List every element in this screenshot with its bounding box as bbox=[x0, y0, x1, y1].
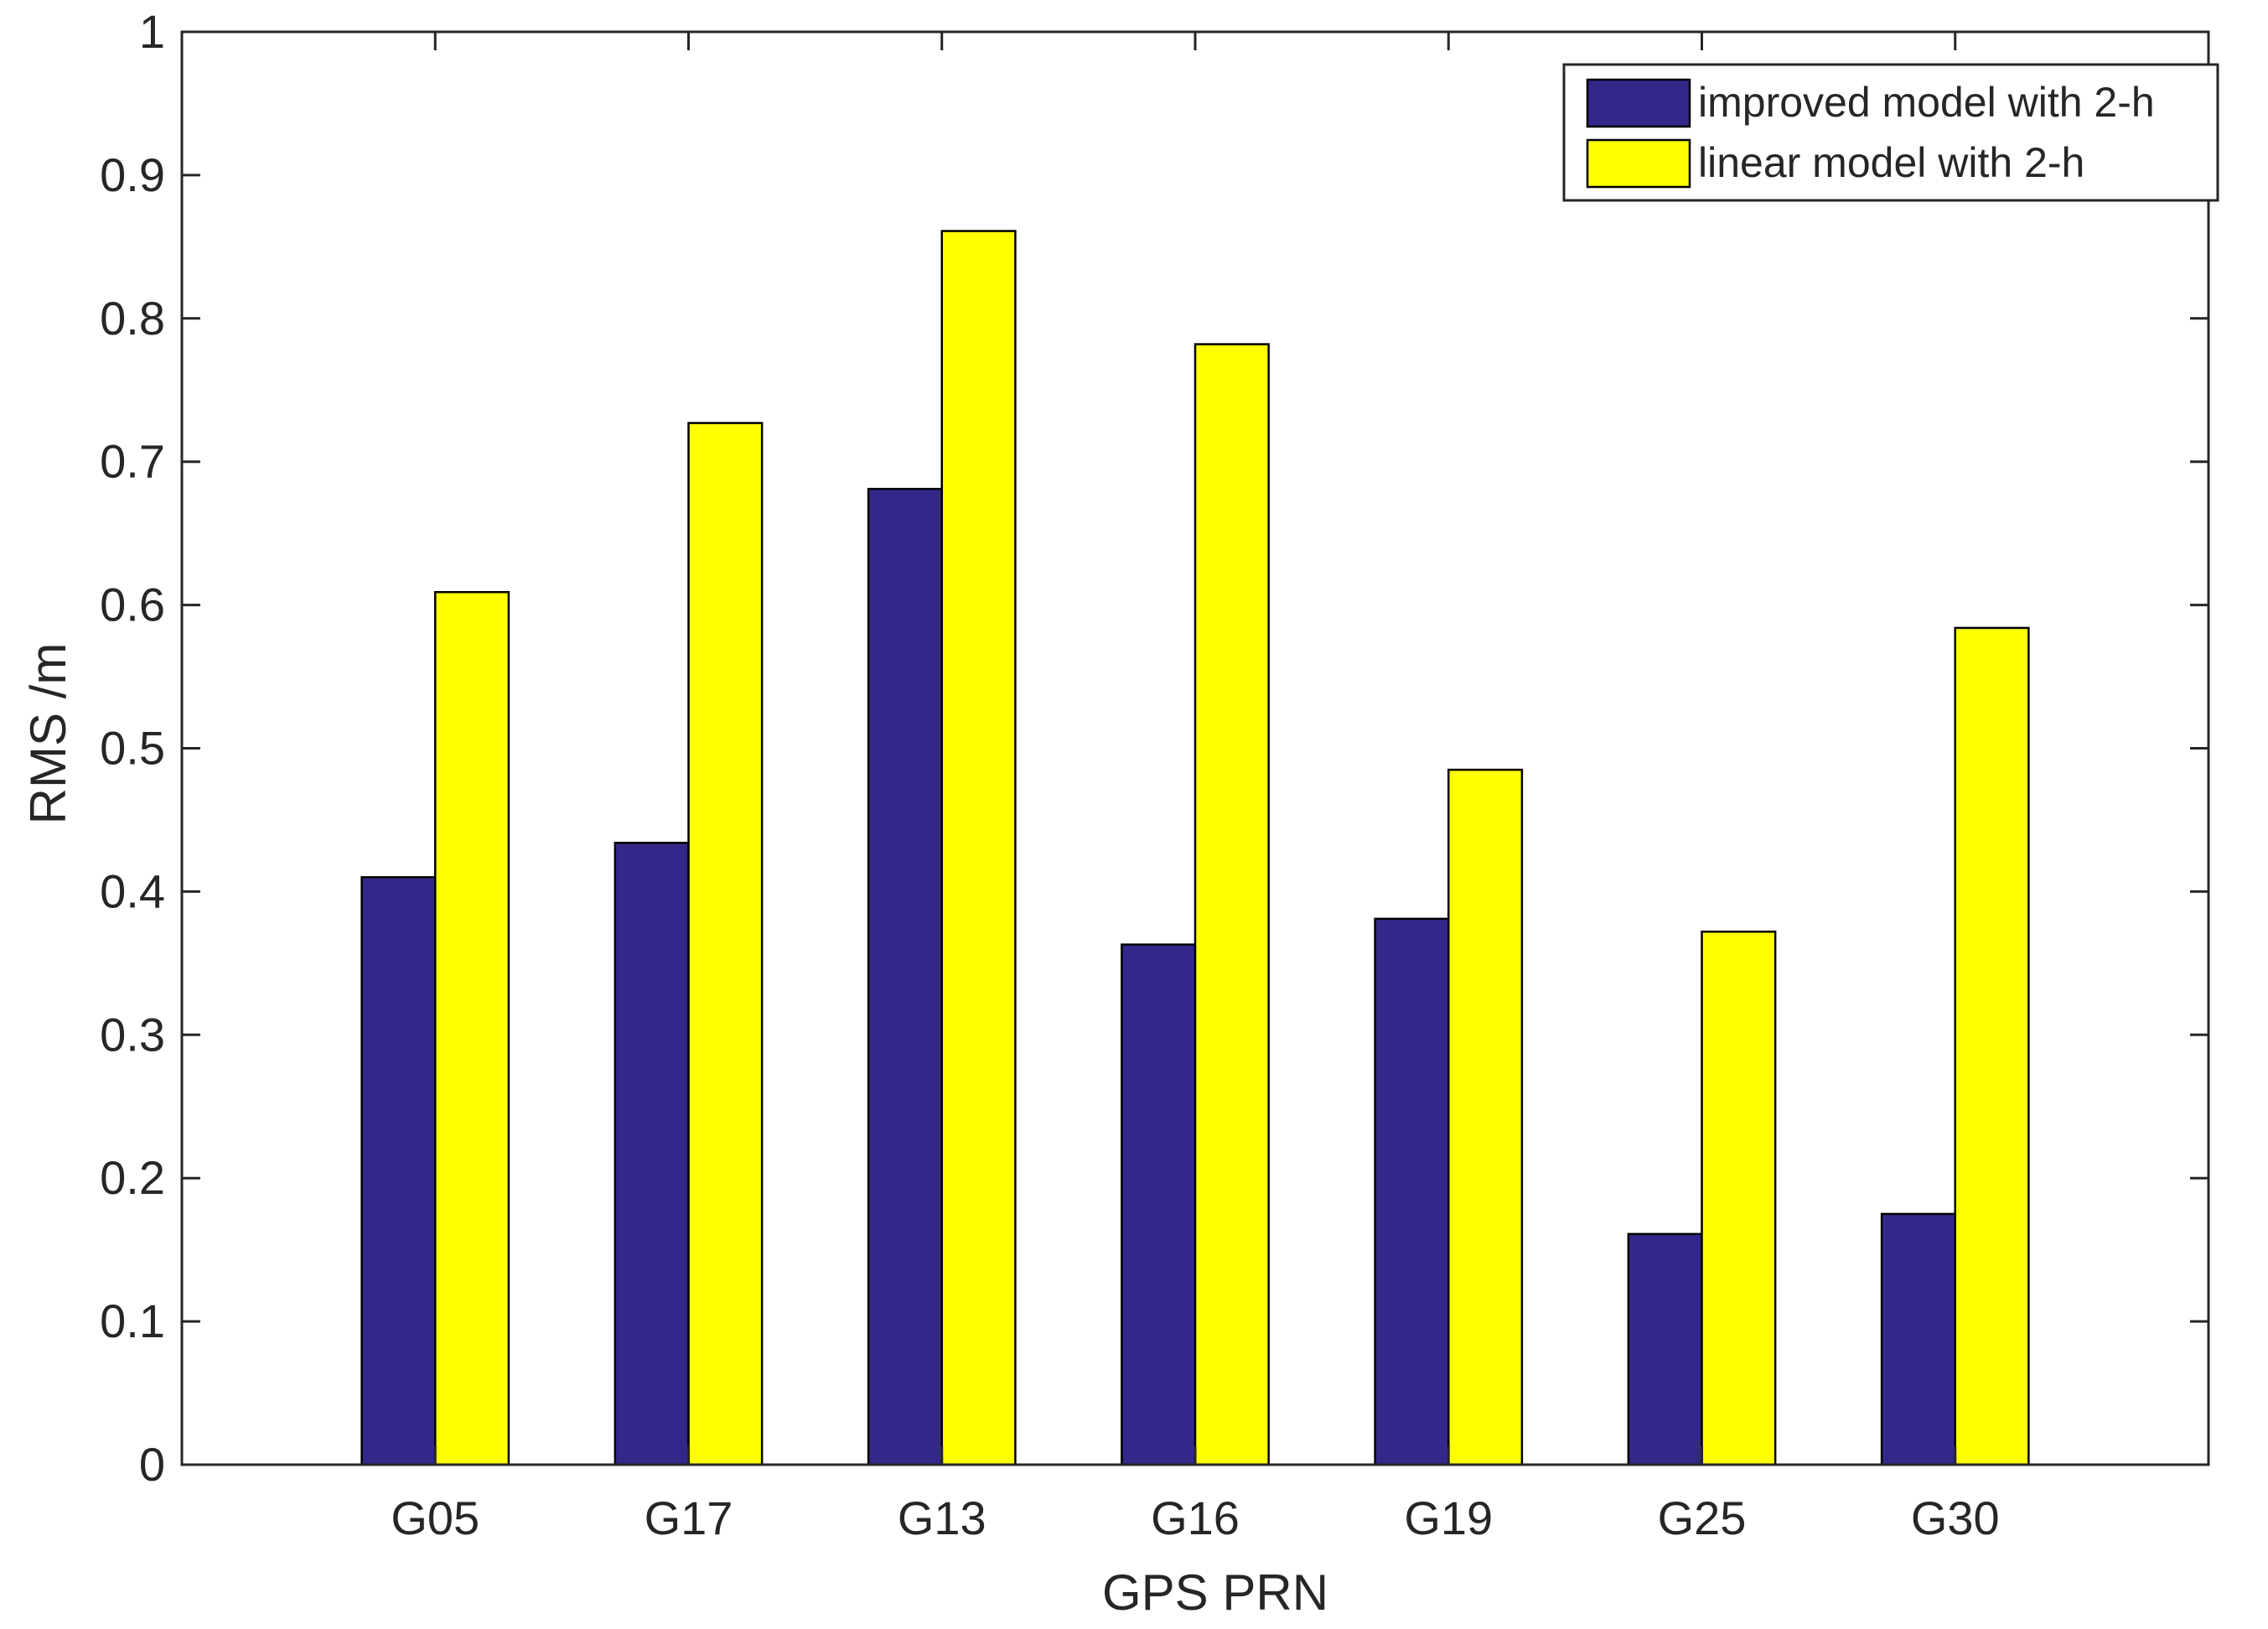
axes-layer bbox=[180, 30, 2210, 1466]
x-axis-title: GPS PRN bbox=[1102, 1564, 1328, 1621]
legend-label-2: linear model with 2-h bbox=[1698, 139, 2084, 186]
y-tick-label: 0.8 bbox=[100, 292, 165, 345]
y-tick-label: 0.9 bbox=[100, 148, 165, 201]
legend-swatch-2 bbox=[1586, 138, 1691, 189]
bar-g25-series-2 bbox=[1701, 931, 1777, 1466]
y-axis-title: RMS /m bbox=[20, 643, 76, 825]
bar-g30-series-2 bbox=[1954, 626, 2030, 1466]
y-tick-label: 0.2 bbox=[100, 1151, 165, 1204]
x-tick-label: G16 bbox=[1151, 1492, 1240, 1544]
bar-g13-series-1 bbox=[867, 487, 943, 1466]
y-tick-label: 0.6 bbox=[100, 578, 165, 631]
y-tick-label: 0 bbox=[139, 1438, 165, 1491]
bar-g13-series-2 bbox=[940, 230, 1017, 1466]
legend-swatch-1 bbox=[1586, 78, 1691, 128]
x-tick-label: G05 bbox=[391, 1492, 479, 1544]
y-tick-label: 1 bbox=[139, 5, 165, 58]
y-tick-label: 0.3 bbox=[100, 1008, 165, 1061]
legend-label-1: improved model with 2-h bbox=[1698, 79, 2155, 126]
y-tick-label: 0.7 bbox=[100, 435, 165, 488]
bar-g30-series-1 bbox=[1880, 1212, 1957, 1466]
legend: improved model with 2-h linear model with… bbox=[1562, 63, 2219, 202]
x-tick-label: G25 bbox=[1658, 1492, 1747, 1544]
x-tick-label: G13 bbox=[898, 1492, 986, 1544]
x-tick-label: G17 bbox=[645, 1492, 733, 1544]
bars-layer bbox=[360, 230, 2030, 1466]
x-tick-label: G30 bbox=[1911, 1492, 2000, 1544]
x-tick-label: G19 bbox=[1404, 1492, 1493, 1544]
bar-g19-series-1 bbox=[1374, 917, 1450, 1466]
bar-g25-series-1 bbox=[1627, 1232, 1703, 1466]
bar-g16-series-1 bbox=[1121, 943, 1197, 1466]
bar-g05-series-2 bbox=[434, 590, 510, 1466]
bar-g17-series-1 bbox=[614, 842, 690, 1466]
y-tick-label: 0.4 bbox=[100, 864, 165, 917]
labels-layer: 0 0.1 0.2 0.3 0.4 0.5 0.6 0.7 0.8 0.9 1 G05 G17 G13 G1… bbox=[100, 5, 2000, 1544]
bar-g05-series-1 bbox=[360, 876, 437, 1466]
y-tick-label: 0.1 bbox=[100, 1294, 165, 1347]
bar-g16-series-2 bbox=[1194, 343, 1270, 1466]
bar-g17-series-2 bbox=[687, 422, 764, 1466]
bar-g19-series-2 bbox=[1447, 768, 1524, 1466]
y-tick-label: 0.5 bbox=[100, 722, 165, 775]
